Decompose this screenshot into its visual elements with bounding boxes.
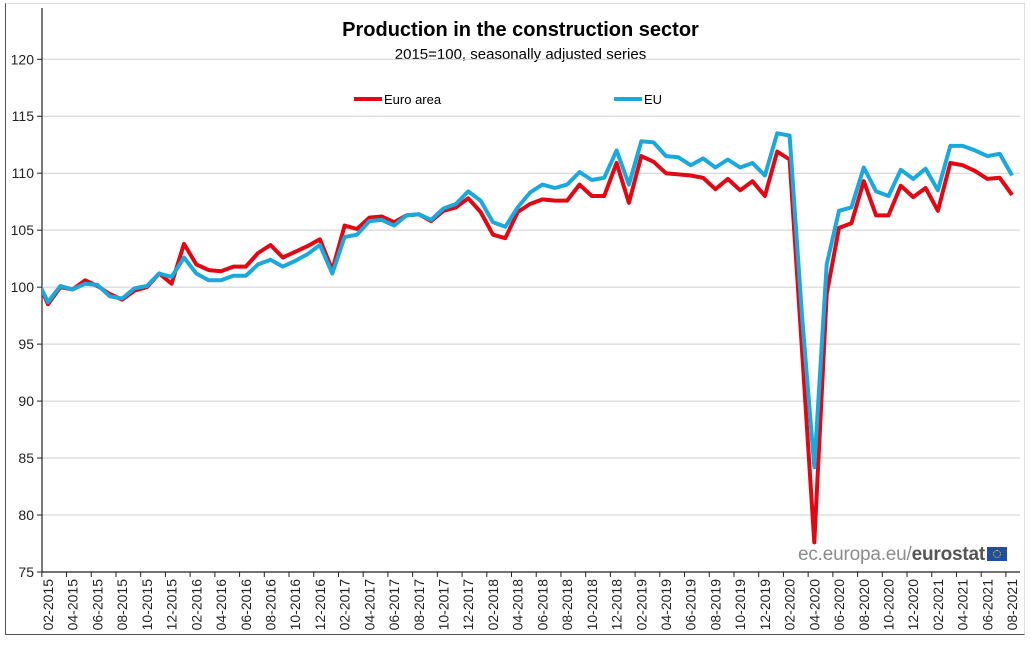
x-tick-label: 06-2020: [831, 579, 847, 631]
x-tick-label: 02-2019: [633, 579, 649, 631]
x-tick-label: 10-2016: [287, 579, 303, 631]
x-tick-label: 08-2021: [1004, 579, 1020, 631]
x-tick-label: 04-2017: [361, 579, 377, 631]
x-tick-label: 06-2017: [386, 579, 402, 631]
eu-flag-icon: [986, 547, 1007, 561]
x-tick-label: 04-2021: [955, 579, 971, 631]
y-tick-label: 110: [12, 165, 35, 181]
x-tick-label: 04-2015: [65, 579, 81, 631]
x-tick-label: 06-2018: [534, 579, 550, 631]
x-tick-label: 12-2020: [905, 579, 921, 631]
x-tick-label: 12-2015: [164, 579, 180, 631]
x-tick-label: 10-2020: [880, 579, 896, 631]
x-tick-label: 04-2020: [806, 579, 822, 631]
x-tick-label: 10-2015: [139, 579, 155, 631]
legend: Euro area EU: [354, 92, 662, 107]
chart-frame: [5, 3, 1025, 635]
gridlines: [42, 58, 1020, 516]
y-tick-label: 95: [18, 336, 34, 352]
x-tick-label: 04-2016: [213, 579, 229, 631]
x-tick-label: 06-2021: [979, 579, 995, 631]
y-tick-label: 100: [11, 279, 35, 295]
x-tick-label: 04-2018: [510, 579, 526, 631]
x-tick-label: 12-2016: [312, 579, 328, 631]
x-tick-label: 06-2016: [238, 579, 254, 631]
x-tick-label: 04-2019: [658, 579, 674, 631]
y-tick-label: 90: [18, 393, 34, 409]
y-axis: 75 80 85 90 95 100 105 110 115 120: [11, 8, 43, 580]
chart-title: Production in the construction sector: [342, 19, 699, 41]
x-tick-label: 10-2017: [436, 579, 452, 631]
chart-subtitle: 2015=100, seasonally adjusted series: [394, 46, 647, 63]
y-tick-label: 115: [12, 108, 35, 124]
legend-label: Euro area: [384, 92, 442, 107]
series-lines: [42, 131, 1014, 545]
legend-label: EU: [644, 92, 662, 107]
x-tick-label: 02-2020: [782, 579, 798, 631]
x-tick-label: 02-2017: [337, 579, 353, 631]
series-line-euro-area: [42, 149, 1014, 545]
x-tick-label: 02-2016: [188, 579, 204, 631]
y-tick-label: 120: [11, 51, 35, 67]
x-tick-label: 12-2018: [609, 579, 625, 631]
y-tick-label: 80: [18, 507, 34, 523]
eurostat-logo: ec.europa.eu/eurostat: [798, 544, 1007, 566]
x-tick-label: 08-2018: [559, 579, 575, 631]
x-tick-label: 12-2017: [460, 579, 476, 631]
series-line-eu: [42, 131, 1014, 470]
x-tick-label: 08-2015: [114, 579, 130, 631]
x-tick-label: 06-2015: [89, 579, 105, 631]
x-tick-label: 06-2019: [683, 579, 699, 631]
y-tick-label: 85: [18, 450, 34, 466]
y-tick-label: 75: [18, 564, 34, 580]
x-axis: 02-2015 04-2015 06-2015 08-2015 10-2015 12-20…: [40, 571, 1020, 631]
brand-site: ec.europa.eu/: [798, 544, 912, 565]
x-tick-label: 02-2018: [485, 579, 501, 631]
x-tick-label: 02-2015: [40, 579, 56, 631]
x-tick-label: 02-2021: [930, 579, 946, 631]
brand-name: eurostat: [911, 544, 986, 565]
x-tick-label: 12-2019: [757, 579, 773, 631]
x-tick-label: 10-2019: [732, 579, 748, 631]
y-tick-label: 105: [11, 222, 35, 238]
x-tick-label: 08-2016: [262, 579, 278, 631]
x-tick-label: 10-2018: [584, 579, 600, 631]
x-tick-label: 08-2020: [856, 579, 872, 631]
x-tick-label: 08-2019: [707, 579, 723, 631]
x-tick-label: 08-2017: [411, 579, 427, 631]
